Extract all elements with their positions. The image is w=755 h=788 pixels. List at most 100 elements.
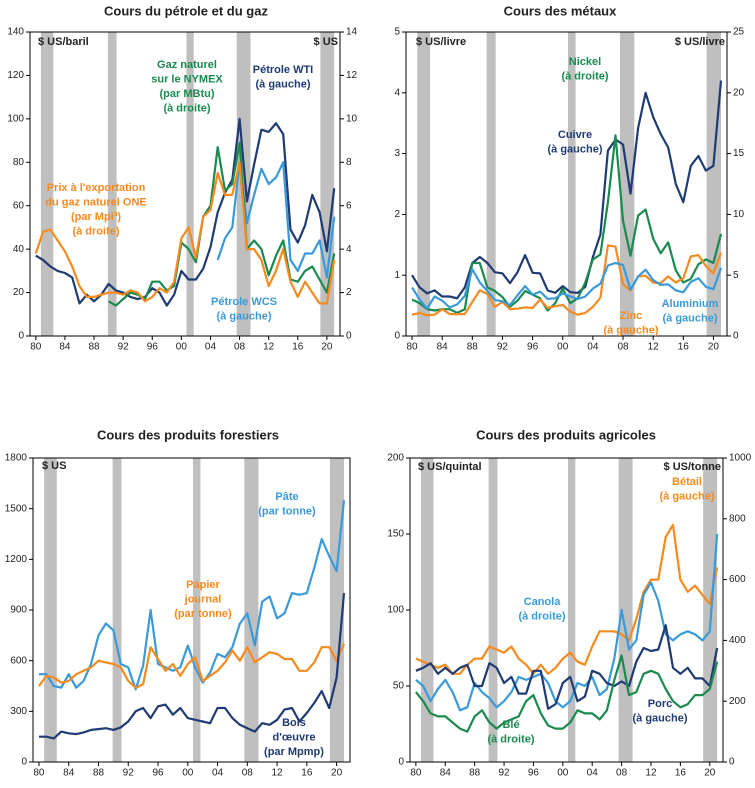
series-label: (à droite) — [163, 102, 210, 114]
x-tick-label: 16 — [678, 342, 690, 353]
y-tick-label: 60 — [13, 200, 25, 211]
shaded-period — [703, 458, 718, 762]
series-label: Aluminium — [662, 298, 719, 310]
x-tick-label: 84 — [63, 768, 75, 779]
y-tick-label: 0 — [21, 757, 27, 768]
x-tick-label: 84 — [440, 768, 452, 779]
x-tick-label: 12 — [263, 342, 275, 353]
y-tick-label: 0 — [394, 331, 400, 342]
chart-title: Cours des produits agricoles — [476, 427, 656, 442]
series-label: (par tonne) — [174, 608, 232, 620]
x-tick-label: 16 — [292, 342, 304, 353]
plot-frame — [405, 31, 728, 337]
y2-axis-unit: $ US — [314, 36, 338, 48]
series-line — [415, 624, 719, 710]
shaded-period — [568, 32, 576, 336]
x-tick-label: 04 — [212, 768, 224, 779]
x-tick-label: 12 — [272, 768, 284, 779]
x-tick-label: 08 — [234, 342, 246, 353]
x-tick-label: 12 — [648, 342, 660, 353]
x-tick-label: 08 — [617, 342, 629, 353]
y2-tick-label: 2 — [346, 287, 352, 298]
series-line — [108, 141, 336, 307]
y-tick-label: 3 — [394, 148, 400, 159]
series-label: Pâte — [275, 491, 298, 503]
series-label: d'œuvre — [273, 731, 316, 743]
shaded-period — [488, 458, 498, 762]
series-label: (par Mpi³) — [71, 211, 121, 223]
series-label: (à gauche) — [632, 712, 687, 724]
y-tick-label: 1200 — [5, 554, 28, 565]
y-tick-label: 50 — [393, 681, 405, 692]
y2-tick-label: 20 — [733, 87, 745, 98]
x-tick-label: 80 — [30, 342, 42, 353]
y2-tick-label: 25 — [733, 27, 745, 38]
series-label: Zinc — [620, 310, 643, 322]
series-label: (à gauche) — [659, 490, 714, 502]
chart-title: Cours du pétrole et du gaz — [104, 3, 268, 18]
y-axis-unit: $ US/baril — [38, 36, 89, 48]
x-tick-label: 12 — [645, 768, 657, 779]
y2-tick-label: 10 — [346, 113, 358, 124]
y2-tick-label: 0 — [729, 757, 735, 768]
shaded-period — [186, 32, 194, 336]
x-tick-label: 00 — [557, 768, 569, 779]
series-line — [415, 523, 719, 675]
x-tick-label: 92 — [497, 342, 509, 353]
shaded-period — [706, 32, 721, 336]
y2-tick-label: 12 — [346, 70, 358, 81]
y2-tick-label: 6 — [346, 200, 352, 211]
series-label: (à droite) — [561, 70, 608, 82]
x-tick-label: 80 — [410, 768, 422, 779]
chart-title: Cours des métaux — [504, 3, 617, 18]
y-tick-label: 300 — [10, 706, 27, 717]
shaded-period — [244, 458, 259, 762]
shaded-period — [44, 458, 57, 762]
y2-tick-label: 400 — [729, 635, 746, 646]
x-tick-label: 96 — [152, 768, 164, 779]
x-tick-label: 80 — [33, 768, 45, 779]
y2-tick-label: 4 — [346, 244, 352, 255]
shaded-period — [417, 32, 431, 336]
plot-frame — [32, 457, 351, 763]
series-label: Bétail — [672, 476, 702, 488]
series-line — [411, 134, 723, 314]
plot-frame — [29, 31, 341, 337]
series-line — [411, 80, 723, 300]
series-label: (à gauche) — [255, 78, 310, 90]
series-label: (par MBtu) — [160, 88, 215, 100]
shaded-period — [107, 32, 117, 336]
x-tick-label: 88 — [88, 342, 100, 353]
series-label: Porc — [648, 698, 672, 710]
y2-tick-label: 200 — [729, 696, 746, 707]
x-tick-label: 08 — [616, 768, 628, 779]
series-label: Papier — [186, 579, 220, 591]
x-tick-label: 92 — [123, 768, 135, 779]
series-label: (à gauche) — [216, 310, 271, 322]
series-line — [415, 533, 719, 712]
y-tick-label: 1800 — [5, 453, 28, 464]
shaded-period — [567, 458, 576, 762]
x-tick-label: 96 — [527, 342, 539, 353]
x-tick-label: 92 — [118, 342, 130, 353]
y-axis-unit: $ US/quintal — [418, 461, 482, 473]
x-tick-label: 04 — [587, 768, 599, 779]
series-line — [415, 654, 719, 733]
y-tick-label: 40 — [13, 244, 25, 255]
y2-tick-label: 5 — [733, 270, 739, 281]
y-tick-label: 200 — [387, 453, 404, 464]
series-label: (à droite) — [518, 610, 565, 622]
x-tick-label: 20 — [331, 768, 343, 779]
x-tick-label: 88 — [467, 342, 479, 353]
y2-tick-label: 0 — [346, 331, 352, 342]
y-tick-label: 600 — [10, 655, 27, 666]
y2-tick-label: 600 — [729, 574, 746, 585]
series-line — [34, 161, 336, 305]
y-tick-label: 1 — [394, 270, 400, 281]
shaded-period — [486, 32, 496, 336]
plot-frame — [409, 457, 724, 763]
x-tick-label: 96 — [528, 768, 540, 779]
y-axis-unit: $ US — [42, 460, 66, 472]
y-tick-label: 140 — [7, 27, 24, 38]
